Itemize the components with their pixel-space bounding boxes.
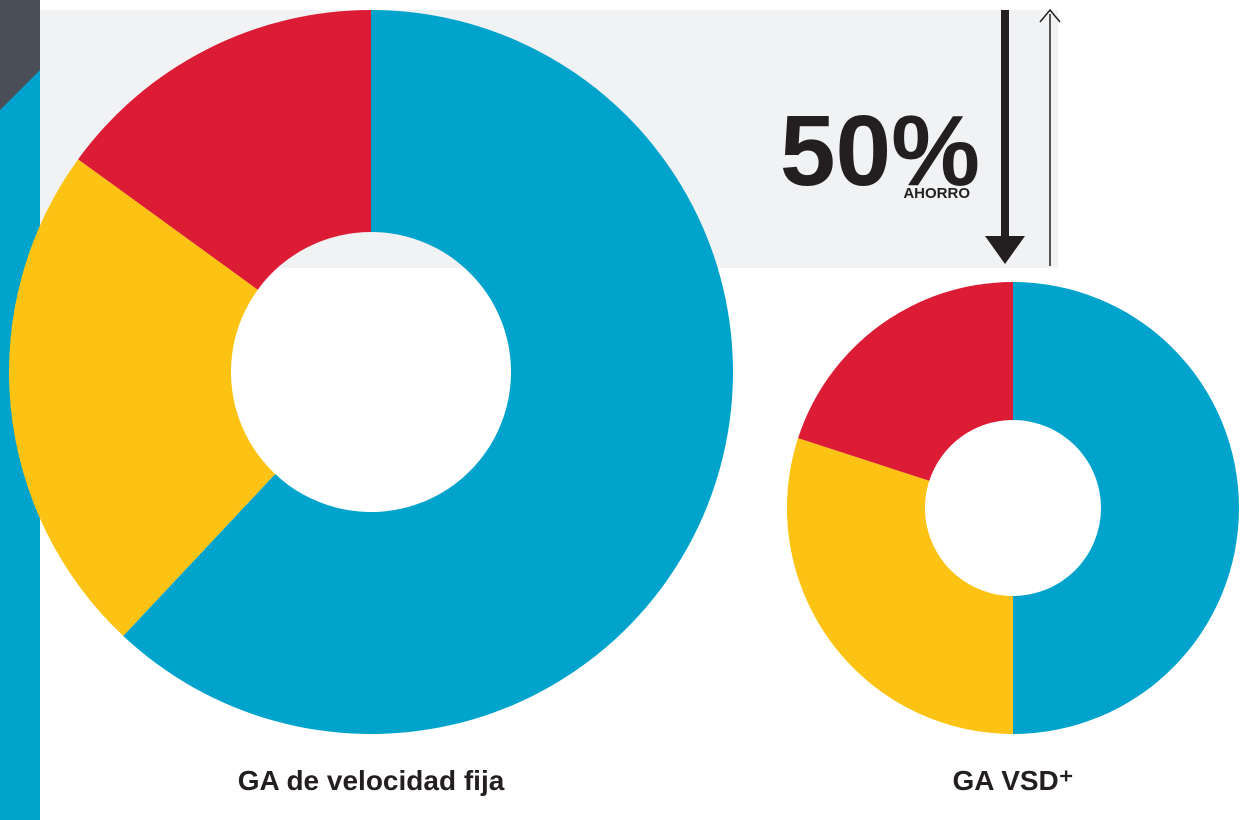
pie-slice	[78, 10, 371, 290]
side-strip-top	[0, 0, 40, 110]
chart-title: GA VSD⁺	[952, 765, 1073, 796]
pie-slice	[9, 159, 276, 636]
pie-slice	[1013, 282, 1239, 734]
pie-slice	[123, 10, 734, 735]
savings-value: 50%	[780, 95, 980, 207]
savings-caption: AHORRO	[903, 185, 970, 202]
pie-slice	[786, 438, 1013, 734]
up-arrow-head	[1039, 8, 1061, 23]
pie-slice	[798, 282, 1013, 481]
chart-title: GA de velocidad fija	[238, 765, 505, 796]
down-arrow-head	[985, 236, 1025, 264]
